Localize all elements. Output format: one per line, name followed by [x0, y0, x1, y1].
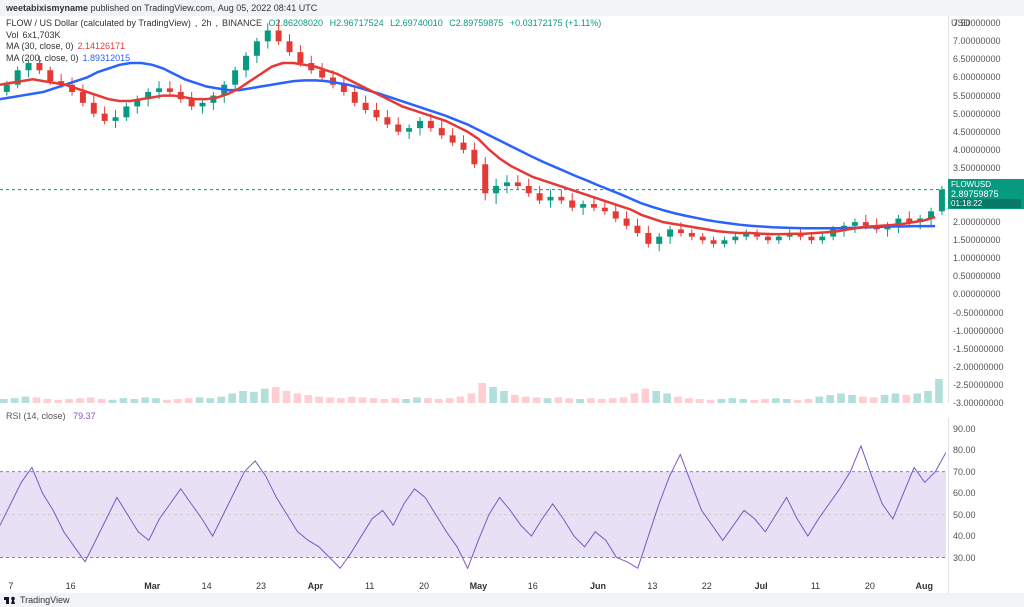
symbol-interval: 2h	[201, 18, 211, 30]
price-yaxis: 7.500000007.000000006.500000006.00000000…	[948, 16, 1024, 403]
ma30-label: MA (30, close, 0)	[6, 41, 74, 53]
volume-value: 6x1,703K	[23, 30, 61, 42]
publish-timestamp: Aug 05, 2022 08:41 UTC	[218, 3, 318, 13]
rsi-chart-pane[interactable]: 90.0080.0070.0060.0050.0040.0030.00	[0, 418, 1024, 593]
publisher-name: weetabixismyname	[6, 3, 88, 13]
last-price-tag: FLOWUSD2.8975987501:18:22	[948, 179, 1024, 209]
symbol-exchange: BINANCE	[222, 18, 262, 30]
ma200-value: 1.89312015	[83, 53, 131, 65]
tradingview-logo-icon	[4, 594, 16, 606]
ma200-label: MA (200, close, 0)	[6, 53, 79, 65]
ma30-value: 2.14126171	[78, 41, 126, 53]
footer-brand: TradingView	[20, 595, 70, 605]
rsi-chart-svg	[0, 418, 946, 579]
rsi-info: RSI (14, close) 79.37	[6, 411, 96, 421]
publish-header: weetabixismyname published on TradingVie…	[0, 0, 1024, 16]
volume-label: Vol	[6, 30, 19, 42]
price-chart-pane[interactable]: 7.500000007.000000006.500000006.00000000…	[0, 16, 1024, 403]
time-xaxis: 716Mar1423Apr1120May16Jun1322Jul1120Aug	[0, 579, 946, 593]
published-text: published on	[91, 3, 142, 13]
price-chart-svg	[0, 16, 946, 403]
publish-source: TradingView.com	[144, 3, 213, 13]
rsi-value: 79.37	[73, 411, 96, 421]
footer-bar: TradingView	[0, 593, 1024, 607]
symbol-pair: FLOW / US Dollar (calculated by TradingV…	[6, 18, 191, 30]
currency-label: USD	[951, 18, 970, 28]
rsi-label: RSI (14, close)	[6, 411, 66, 421]
symbol-info: FLOW / US Dollar (calculated by TradingV…	[6, 18, 601, 65]
rsi-yaxis: 90.0080.0070.0060.0050.0040.0030.00	[948, 418, 1024, 593]
